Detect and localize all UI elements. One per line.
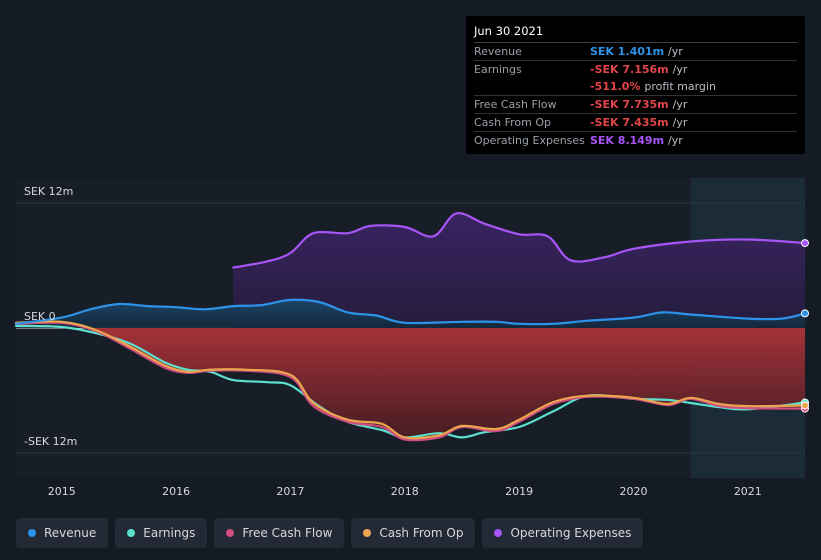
- y-tick-label: -SEK 12m: [24, 435, 77, 448]
- tooltip-unit: /yr: [668, 134, 683, 147]
- revenue-line: [14, 298, 807, 326]
- operating-expenses-endpoint: [801, 239, 809, 248]
- legend-label: Revenue: [44, 526, 97, 540]
- x-tick-label: 2016: [162, 485, 190, 498]
- x-tick-label: 2019: [505, 485, 533, 498]
- legend-item-operating-expenses[interactable]: Operating Expenses: [482, 518, 644, 548]
- tooltip-value: -SEK 7.435m: [590, 116, 669, 129]
- tooltip-label: Cash From Op: [474, 116, 552, 129]
- legend-item-earnings[interactable]: Earnings: [115, 518, 208, 548]
- tooltip-unit: /yr: [672, 116, 688, 129]
- tooltip-row-operating-expenses: Operating Expenses SEK 8.149m /yr: [474, 132, 797, 149]
- tooltip-value: SEK 1.401m: [590, 45, 665, 58]
- tooltip-unit: /yr: [672, 98, 688, 111]
- tooltip-label: Earnings: [474, 63, 522, 76]
- tooltip-row-earnings: Earnings -SEK 7.156m /yr: [474, 61, 797, 78]
- cash-from-op-line: [14, 320, 807, 440]
- legend-label: Free Cash Flow: [242, 526, 333, 540]
- data-tooltip: Jun 30 2021 Revenue SEK 1.401m /yr Earni…: [466, 16, 805, 154]
- x-tick-label: 2021: [734, 485, 762, 498]
- tooltip-row-revenue: Revenue SEK 1.401m /yr: [474, 43, 797, 61]
- legend-item-free-cash-flow[interactable]: Free Cash Flow: [214, 518, 345, 548]
- legend-dot-icon: [28, 529, 36, 537]
- cash-from-op-endpoint: [801, 401, 809, 410]
- tooltip-row-cash-from-op: Cash From Op -SEK 7.435m /yr: [474, 114, 797, 132]
- tooltip-value: -SEK 7.735m: [590, 98, 669, 111]
- legend: Revenue Earnings Free Cash Flow Cash Fro…: [16, 518, 650, 548]
- tooltip-unit: /yr: [672, 63, 688, 76]
- y-tick-label: SEK 0: [24, 310, 56, 323]
- legend-item-revenue[interactable]: Revenue: [16, 518, 109, 548]
- legend-dot-icon: [363, 529, 372, 537]
- tooltip-value: -511.0%: [590, 80, 641, 93]
- legend-label: Cash From Op: [379, 526, 464, 540]
- legend-label: Earnings: [143, 526, 196, 540]
- x-tick-label: 2017: [276, 485, 304, 498]
- legend-dot-icon: [494, 529, 503, 537]
- x-tick-label: 2020: [619, 485, 647, 498]
- tooltip-label: Free Cash Flow: [474, 98, 557, 111]
- y-tick-label: SEK 12m: [24, 185, 73, 198]
- free-cash-flow-area: [16, 322, 805, 441]
- tooltip-label: Operating Expenses: [474, 134, 585, 147]
- revenue-area: [16, 299, 805, 328]
- legend-label: Operating Expenses: [510, 526, 632, 540]
- legend-dot-icon: [226, 529, 235, 537]
- tooltip-label: [474, 78, 590, 95]
- operating-expenses-area: [233, 213, 805, 328]
- tooltip-unit: /yr: [668, 45, 683, 58]
- operating-expenses-line: [232, 212, 807, 269]
- tooltip-value: SEK 8.149m: [590, 134, 665, 147]
- tooltip-label: Revenue: [474, 45, 522, 58]
- revenue-endpoint: [801, 309, 809, 318]
- x-tick-label: 2018: [391, 485, 419, 498]
- tooltip-row-profit-margin: -511.0% profit margin: [474, 78, 797, 96]
- legend-item-cash-from-op[interactable]: Cash From Op: [351, 518, 476, 548]
- tooltip-value: -SEK 7.156m: [590, 63, 669, 76]
- tooltip-date: Jun 30 2021: [474, 23, 797, 43]
- legend-dot-icon: [127, 529, 136, 537]
- tooltip-row-free-cash-flow: Free Cash Flow -SEK 7.735m /yr: [474, 96, 797, 114]
- x-tick-label: 2015: [48, 485, 76, 498]
- tooltip-unit: profit margin: [644, 80, 716, 93]
